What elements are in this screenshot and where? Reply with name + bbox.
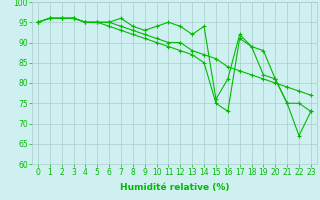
X-axis label: Humidité relative (%): Humidité relative (%) — [120, 183, 229, 192]
